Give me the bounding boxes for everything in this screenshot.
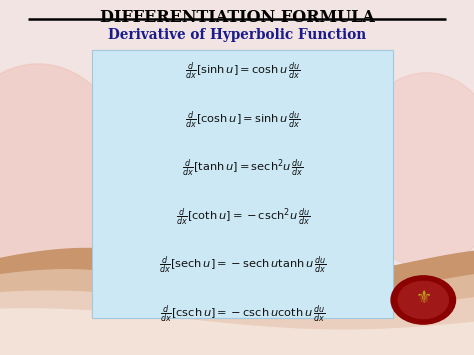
Text: $\frac{d}{dx}[\mathrm{csch}\, u] = -\mathrm{csch}\, u \coth u \, \frac{du}{dx}$: $\frac{d}{dx}[\mathrm{csch}\, u] = -\mat… — [160, 304, 325, 325]
Text: $\frac{d}{dx}[\tanh u] = \mathrm{sech}^2 u \, \frac{du}{dx}$: $\frac{d}{dx}[\tanh u] = \mathrm{sech}^2… — [182, 158, 304, 179]
Circle shape — [391, 276, 456, 324]
Polygon shape — [0, 248, 474, 355]
Polygon shape — [0, 291, 474, 355]
Ellipse shape — [0, 64, 128, 277]
Text: DIFFERENTIATION FORMULA: DIFFERENTIATION FORMULA — [100, 9, 374, 26]
Text: $\frac{d}{dx}[\coth u] = -\mathrm{csch}^2 u \, \frac{du}{dx}$: $\frac{d}{dx}[\coth u] = -\mathrm{csch}^… — [175, 206, 310, 228]
Polygon shape — [0, 270, 474, 355]
Text: $\frac{d}{dx}[\mathrm{sech}\, u] = -\mathrm{sech}\, u \tanh u \, \frac{du}{dx}$: $\frac{d}{dx}[\mathrm{sech}\, u] = -\mat… — [159, 255, 327, 277]
Text: $\frac{d}{dx}[\sinh u] = \cosh u \, \frac{du}{dx}$: $\frac{d}{dx}[\sinh u] = \cosh u \, \fra… — [185, 60, 301, 82]
Polygon shape — [0, 309, 474, 355]
Ellipse shape — [351, 73, 474, 268]
Circle shape — [398, 281, 448, 319]
Text: Derivative of Hyperbolic Function: Derivative of Hyperbolic Function — [108, 28, 366, 42]
Text: ⚜: ⚜ — [415, 289, 431, 307]
Text: $\frac{d}{dx}[\cosh u] = \sinh u \, \frac{du}{dx}$: $\frac{d}{dx}[\cosh u] = \sinh u \, \fra… — [185, 109, 301, 131]
FancyBboxPatch shape — [92, 50, 393, 318]
